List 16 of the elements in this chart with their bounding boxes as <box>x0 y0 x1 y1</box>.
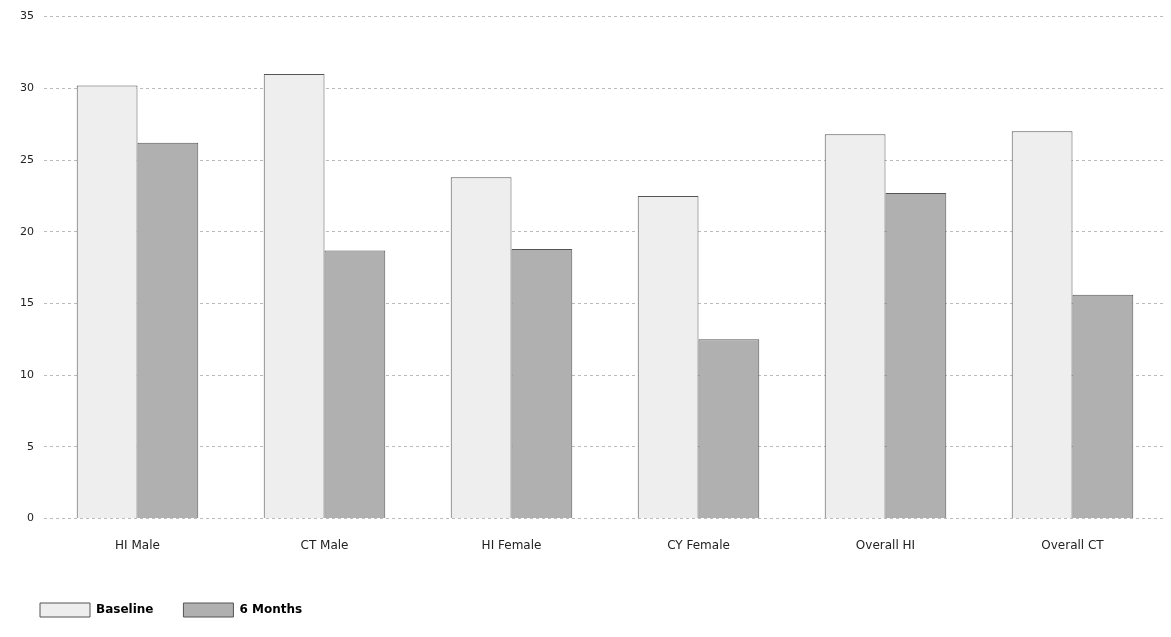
y-tick-label: 30 <box>20 81 34 95</box>
y-tick-label: 35 <box>20 9 34 23</box>
legend-label: Baseline <box>96 602 154 617</box>
x-tick-label: HI Female <box>481 537 542 552</box>
y-tick-label: 25 <box>20 152 34 166</box>
y-tick-label: 5 <box>27 439 34 453</box>
y-tick-label: 15 <box>20 296 34 310</box>
y-tick-label: 0 <box>27 511 34 525</box>
x-tick-label: Overall HI <box>855 537 916 552</box>
y-tick-label: 10 <box>20 368 34 382</box>
y-tick-label: 20 <box>20 224 34 238</box>
x-tick-label: Overall CT <box>1041 537 1105 552</box>
x-tick-label: CT Male <box>300 537 349 552</box>
x-tick-label: CY Female <box>667 537 730 552</box>
legend-label: 6 Months <box>239 602 303 617</box>
x-tick-label: HI Male <box>115 537 160 552</box>
